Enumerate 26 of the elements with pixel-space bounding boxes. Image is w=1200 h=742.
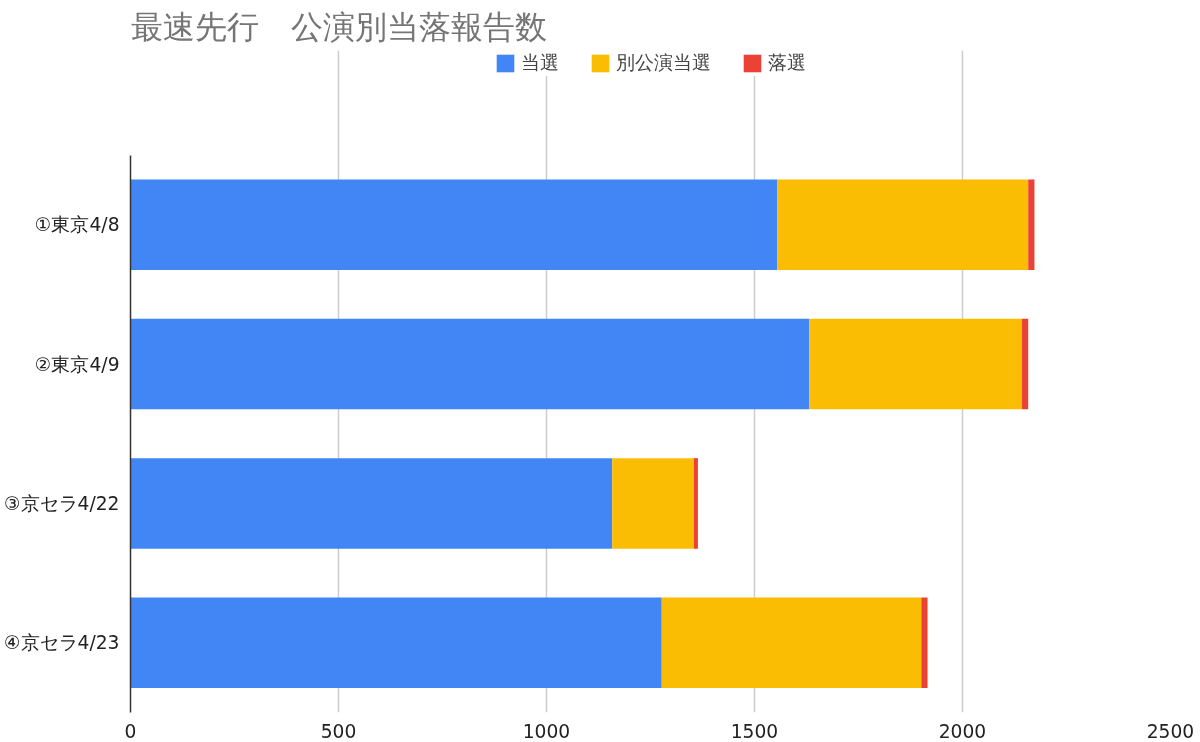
x-tick-label: 500 [320,720,357,742]
bar [1028,179,1035,271]
y-tick-label: ④京セラ4/23 [3,632,120,654]
x-tick-label: 1500 [730,720,779,742]
legend-label: 落選 [768,51,806,75]
bar [693,458,698,549]
legend-label: 別公演当選 [616,51,711,75]
x-tick-label: 2500 [1146,720,1195,742]
bar [921,597,928,689]
y-tick-label: ②東京4/9 [34,353,120,375]
bar [130,179,778,271]
bar [130,458,613,549]
bar [661,597,922,689]
bar [130,318,810,410]
bar [809,318,1022,410]
y-tick-label: ③京セラ4/22 [3,492,120,514]
y-tick-label: ①東京4/8 [34,214,120,236]
bar [777,179,1029,271]
x-tick-label: 0 [124,720,137,742]
bar [1021,318,1029,410]
chart-title: 最速先行 公演別当落報告数 [130,7,547,46]
bar [612,458,694,549]
x-tick-label: 1000 [522,720,571,742]
x-tick-label: 2000 [938,720,987,742]
legend-label: 当選 [521,51,559,75]
bar [130,597,662,689]
